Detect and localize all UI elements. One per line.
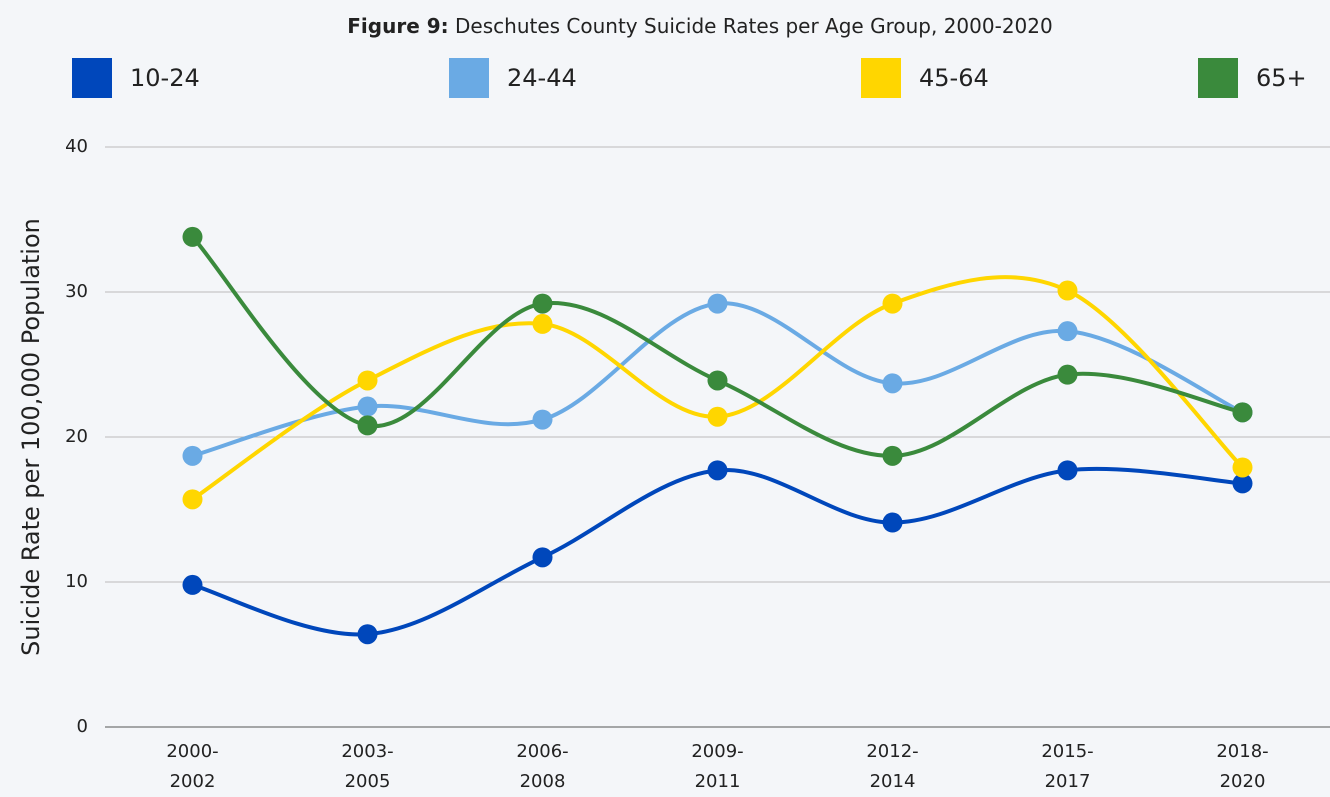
x-tick-label: 2017 [1045, 771, 1091, 792]
point [182, 574, 203, 595]
point [882, 512, 903, 533]
point [1232, 402, 1253, 423]
point [357, 396, 378, 417]
x-tick-label: 2005 [345, 771, 391, 792]
point [357, 370, 378, 391]
x-tick-label: 2008 [520, 771, 566, 792]
legend-label: 24-44 [507, 64, 577, 92]
line [191, 466, 1243, 637]
legend-label: 10-24 [130, 64, 200, 92]
point [707, 293, 728, 314]
y-tick-label: 10 [65, 571, 88, 592]
x-tick-label: 2002 [170, 771, 216, 792]
point [532, 547, 553, 568]
legend-swatch [1198, 58, 1238, 98]
x-tick-label: 2003- [341, 741, 393, 762]
point [532, 313, 553, 334]
point [1057, 321, 1078, 342]
x-tick-label: 2014 [870, 771, 916, 792]
chart-title: Figure 9: Deschutes County Suicide Rates… [347, 14, 1052, 38]
series [182, 226, 1253, 466]
point [882, 293, 903, 314]
x-tick-label: 2011 [695, 771, 741, 792]
legend-swatch [861, 58, 901, 98]
point [357, 624, 378, 645]
series [182, 460, 1253, 645]
y-tick-label: 0 [77, 716, 88, 737]
x-tick-label: 2018- [1216, 741, 1268, 762]
x-tick-label: 2015- [1041, 741, 1093, 762]
y-tick-label: 30 [65, 281, 88, 302]
point [882, 373, 903, 394]
legend-swatch [72, 58, 112, 98]
legend-label: 65+ [1256, 64, 1307, 92]
point [182, 445, 203, 466]
point [707, 370, 728, 391]
x-tick-label: 2009- [691, 741, 743, 762]
point [882, 445, 903, 466]
point [1232, 473, 1253, 494]
point [1057, 280, 1078, 301]
y-axis-label: Suicide Rate per 100,000 Population [17, 218, 45, 656]
point [1232, 457, 1253, 478]
legend-label: 45-64 [919, 64, 989, 92]
point [357, 415, 378, 436]
y-tick-label: 40 [65, 136, 88, 157]
point [532, 409, 553, 430]
point [707, 406, 728, 427]
x-tick-label: 2012- [866, 741, 918, 762]
x-tick-label: 2020 [1220, 771, 1266, 792]
point [1057, 364, 1078, 385]
series [182, 275, 1253, 510]
legend-swatch [449, 58, 489, 98]
point [182, 226, 203, 247]
x-tick-label: 2006- [516, 741, 568, 762]
series [182, 293, 1253, 466]
title-text: Deschutes County Suicide Rates per Age G… [455, 14, 1053, 38]
point [707, 460, 728, 481]
y-tick-label: 20 [65, 426, 88, 447]
point [532, 293, 553, 314]
x-tick-label: 2000- [166, 741, 218, 762]
point [1057, 460, 1078, 481]
title-label: Figure 9: [347, 14, 448, 38]
point [182, 489, 203, 510]
